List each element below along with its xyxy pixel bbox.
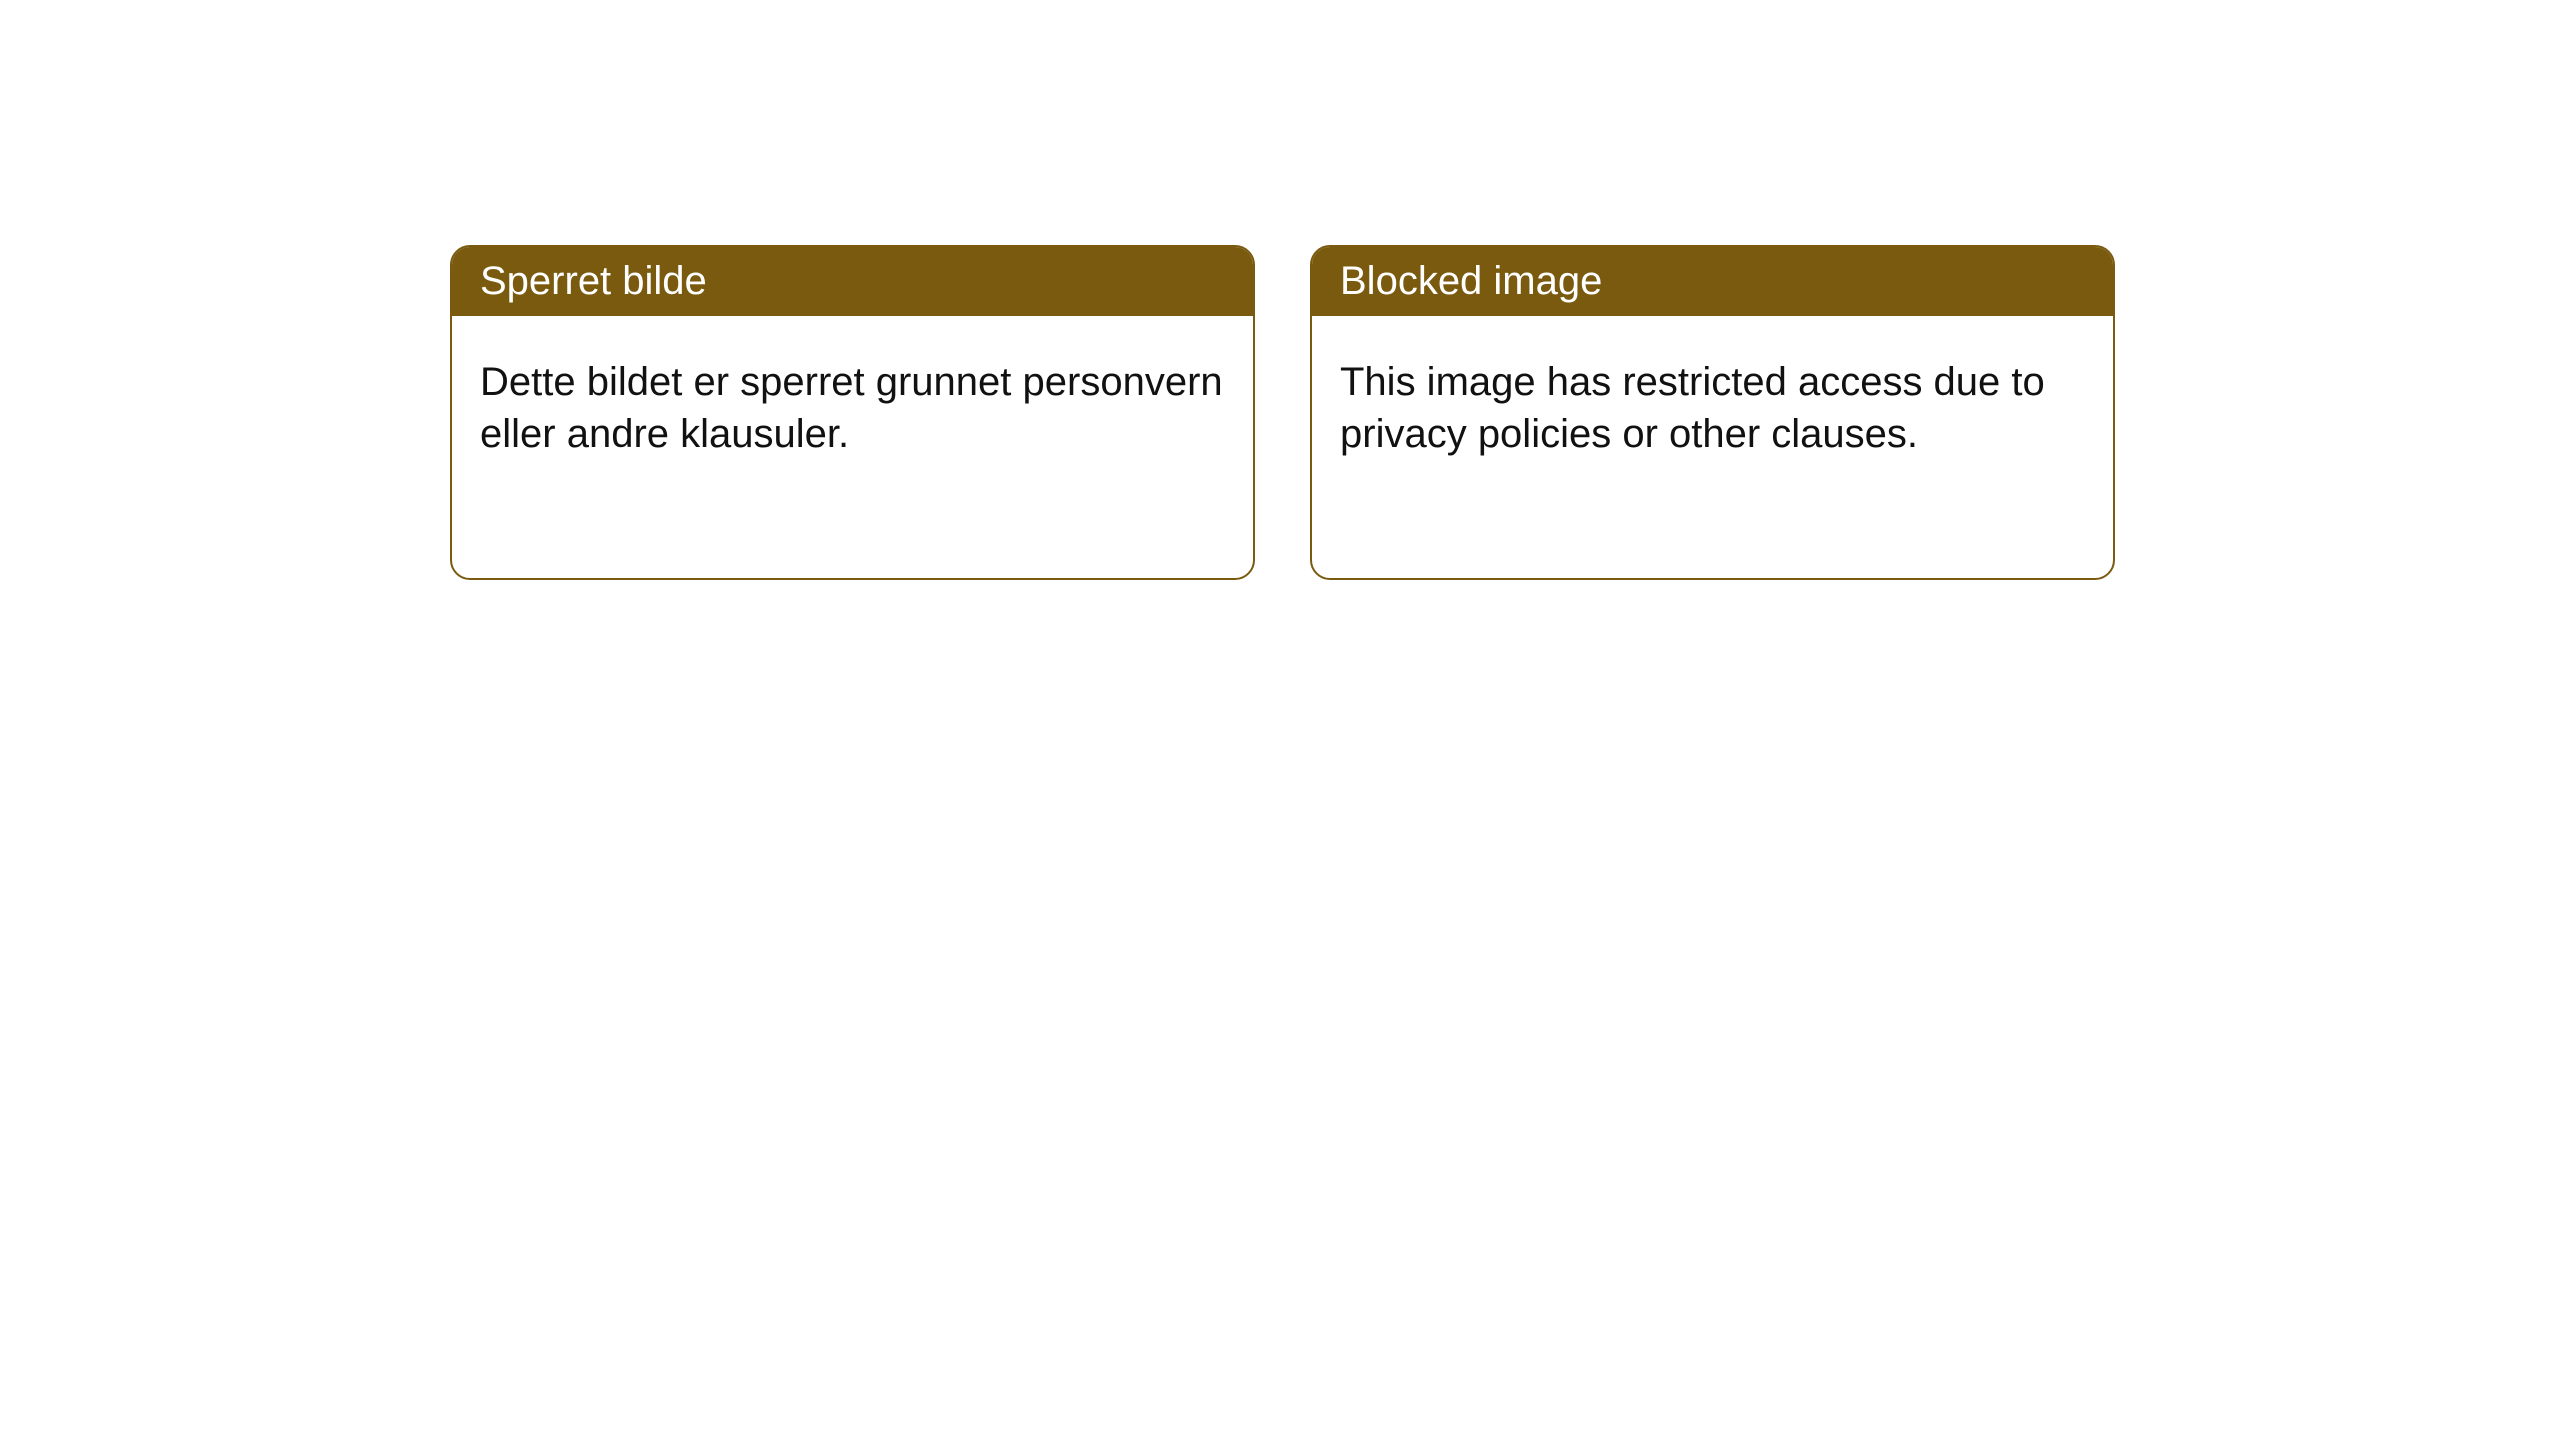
notice-card-english: Blocked image This image has restricted … <box>1310 245 2115 580</box>
notice-header: Blocked image <box>1312 247 2113 316</box>
notice-body: Dette bildet er sperret grunnet personve… <box>452 316 1253 500</box>
notice-body: This image has restricted access due to … <box>1312 316 2113 500</box>
notice-container: Sperret bilde Dette bildet er sperret gr… <box>0 0 2560 580</box>
notice-title: Sperret bilde <box>480 259 707 303</box>
notice-body-text: This image has restricted access due to … <box>1340 360 2045 456</box>
notice-header: Sperret bilde <box>452 247 1253 316</box>
notice-card-norwegian: Sperret bilde Dette bildet er sperret gr… <box>450 245 1255 580</box>
notice-title: Blocked image <box>1340 259 1602 303</box>
notice-body-text: Dette bildet er sperret grunnet personve… <box>480 360 1223 456</box>
